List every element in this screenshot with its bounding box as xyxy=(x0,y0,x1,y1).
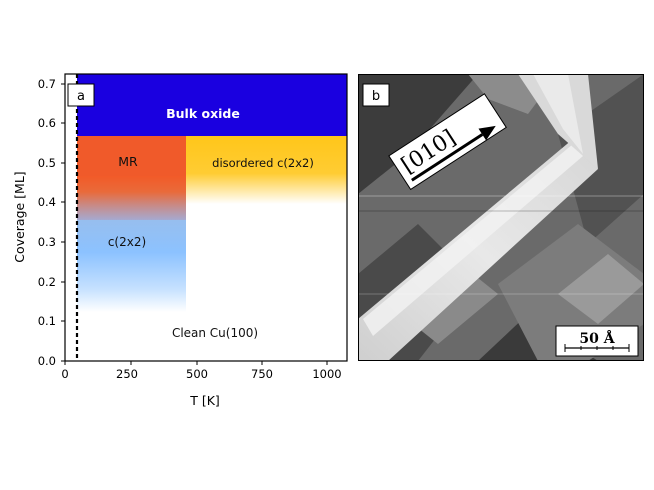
region-disordered xyxy=(186,136,347,204)
region-c2x2 xyxy=(77,220,186,312)
panel-label-box xyxy=(362,83,390,107)
y-axis-title: Coverage [ML] xyxy=(12,171,27,262)
label-bulk-oxide: Bulk oxide xyxy=(166,106,240,121)
panel-label: b xyxy=(372,89,380,104)
y-tick-label: 0.4 xyxy=(38,195,56,209)
y-tick-label: 0.3 xyxy=(38,235,56,249)
stm-image: [010] 50 Å b xyxy=(358,74,644,361)
label-mr: MR xyxy=(118,154,138,169)
panel-b: [010] 50 Å b xyxy=(358,74,644,361)
label-disordered: disordered c(2x2) xyxy=(212,156,314,170)
region-mr-fade xyxy=(77,176,186,221)
y-tick-label: 0.2 xyxy=(38,275,56,289)
x-tick-label: 0 xyxy=(61,367,68,381)
x-axis: 0 250 500 750 1000 xyxy=(61,361,342,381)
arrow-head-icon xyxy=(478,125,496,141)
phase-diagram: 0.0 0.1 0.2 0.3 0.4 0.5 0.6 0.7 0 250 50… xyxy=(12,73,348,408)
region-mr xyxy=(77,136,186,178)
y-axis: 0.0 0.1 0.2 0.3 0.4 0.5 0.6 0.7 xyxy=(38,77,65,368)
region-bulk-oxide xyxy=(77,74,347,136)
panel-a: 0.0 0.1 0.2 0.3 0.4 0.5 0.6 0.7 0 250 50… xyxy=(0,0,360,420)
scale-bar: 50 Å xyxy=(555,325,639,357)
x-tick-label: 750 xyxy=(251,367,273,381)
x-tick-label: 500 xyxy=(186,367,208,381)
x-tick-label: 250 xyxy=(116,367,138,381)
label-c2x2: c(2x2) xyxy=(108,235,146,249)
y-tick-label: 0.1 xyxy=(38,314,56,328)
y-tick-label: 0.6 xyxy=(38,116,56,130)
direction-arrow xyxy=(411,133,484,182)
x-axis-title: T [K] xyxy=(189,393,220,408)
y-tick-label: 0.7 xyxy=(38,77,56,91)
x-tick-label: 1000 xyxy=(312,367,341,381)
scale-label: 50 Å xyxy=(579,329,615,347)
panel-label-box xyxy=(67,83,95,107)
label-clean: Clean Cu(100) xyxy=(172,326,258,340)
panel-label: a xyxy=(77,89,85,104)
y-tick-label: 0.5 xyxy=(38,156,56,170)
y-tick-label: 0.0 xyxy=(38,354,56,368)
plot-frame xyxy=(64,73,348,362)
